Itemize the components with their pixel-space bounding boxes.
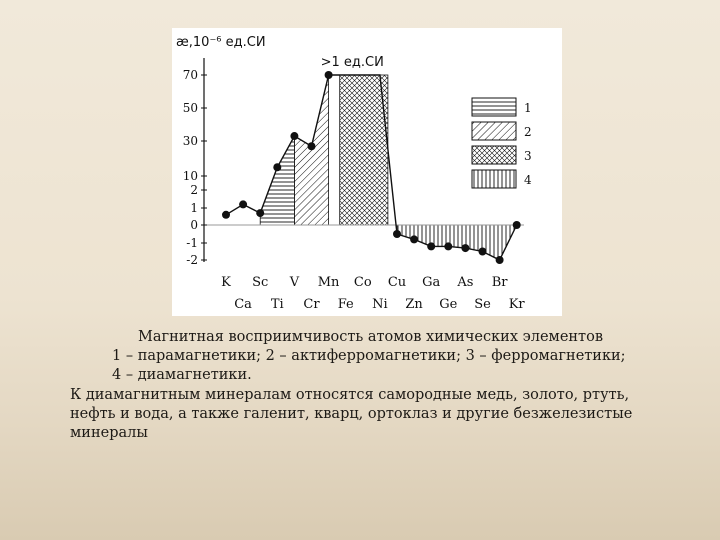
legend-swatch-3 (471, 145, 517, 165)
element-label-br: Br (492, 275, 509, 290)
data-point-sc (256, 209, 265, 218)
data-point-se (478, 247, 487, 256)
element-label-k: K (221, 275, 231, 290)
y-tick-label: 10 (183, 169, 198, 183)
element-label-ge: Ge (439, 297, 457, 312)
y-tick-label: -1 (186, 236, 198, 250)
peak-annotation: >1 ед.СИ (321, 55, 384, 70)
data-point-ga (427, 242, 436, 251)
data-point-kr (512, 221, 521, 229)
y-tick-label: 1 (190, 201, 198, 215)
y-tick-label: 70 (183, 68, 198, 82)
chart-panel: -2 -1 0 1 2 10 30 50 70 æ,10⁻⁶ ед.СИ >1 ед.СИ K Sc V… (172, 28, 562, 316)
element-label-mn: Mn (318, 275, 340, 290)
data-point-zn (410, 235, 419, 244)
element-label-zn: Zn (405, 297, 423, 312)
figure-caption: Магнитная восприимчивость атомов химичес… (70, 328, 670, 443)
legend-label-2: 2 (524, 125, 532, 139)
caption-line-1: Магнитная восприимчивость атомов химичес… (138, 329, 603, 345)
element-label-ni: Ni (372, 297, 388, 312)
legend-swatch-1 (471, 97, 517, 117)
element-label-kr: Kr (509, 297, 526, 312)
data-point-ge (444, 242, 453, 251)
caption-line-2: 1 – парамагнетики; 2 – актиферромагнетик… (112, 348, 626, 364)
data-point-cr (307, 142, 316, 151)
y-tick-label: 30 (183, 134, 198, 148)
data-point-br (495, 256, 504, 264)
y-tick-label: -2 (186, 253, 198, 267)
element-label-ca: Ca (234, 297, 252, 312)
data-point-ti (273, 163, 282, 172)
legend-label-4: 4 (524, 173, 532, 187)
data-point-mn (324, 71, 333, 79)
legend-label-3: 3 (524, 149, 532, 163)
data-point-as (461, 244, 470, 253)
data-point-k (222, 210, 230, 219)
y-tick-label: 50 (183, 101, 198, 115)
caption-line-3: 4 – диамагнетики. (112, 367, 252, 383)
y-axis-label: æ,10⁻⁶ ед.СИ (176, 35, 266, 50)
element-label-co: Co (354, 275, 372, 290)
y-tick-label: 0 (190, 218, 198, 232)
element-label-fe: Fe (338, 297, 354, 312)
element-label-cu: Cu (388, 275, 406, 290)
legend-label-1: 1 (524, 101, 532, 115)
legend-swatch-4 (471, 169, 517, 189)
region-paramagnetic (259, 135, 295, 226)
element-label-v: V (289, 275, 300, 290)
data-point-v (290, 132, 299, 141)
element-label-ti: Ti (271, 297, 284, 312)
element-label-sc: Sc (252, 275, 268, 290)
diamagnetic-minerals-note: К диамагнитным минералам относятся самор… (70, 387, 633, 441)
region-ferromagnetic (339, 74, 389, 226)
legend-swatch-2 (471, 121, 517, 141)
y-tick-label: 2 (190, 183, 198, 197)
data-point-ca (239, 200, 248, 209)
element-label-cr: Cr (303, 297, 320, 312)
data-point-cu (393, 230, 401, 238)
element-label-se: Se (474, 297, 491, 312)
element-label-ga: Ga (422, 275, 440, 290)
element-label-as: As (456, 275, 473, 290)
